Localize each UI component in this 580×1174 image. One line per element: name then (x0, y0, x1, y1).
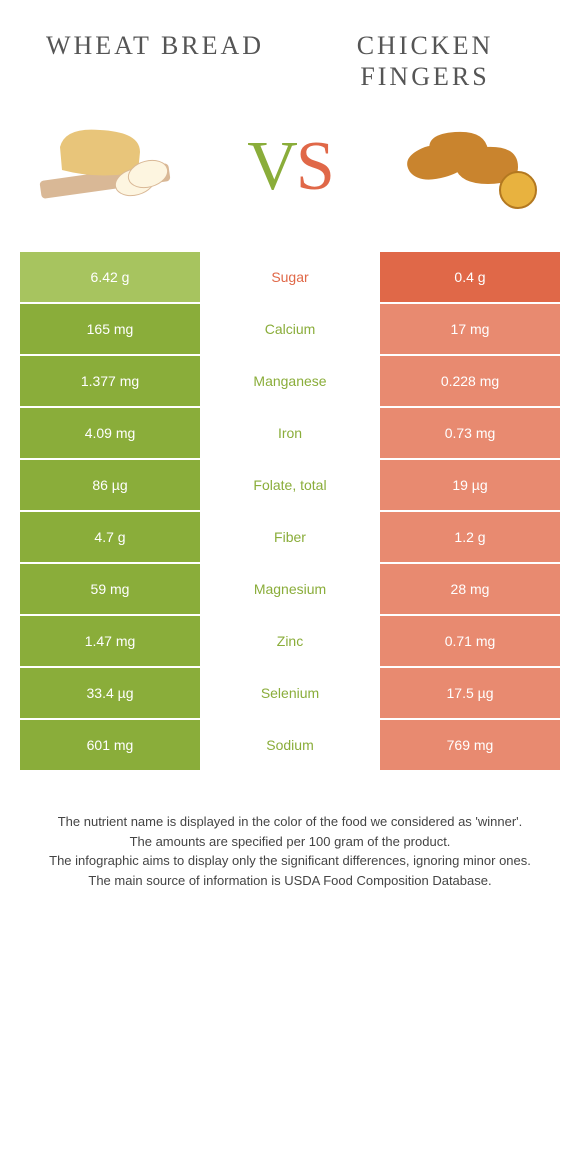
right-food-title: CHICKEN FINGERS (304, 30, 547, 92)
right-value: 17.5 µg (380, 668, 560, 718)
nutrient-label: Selenium (200, 668, 380, 718)
nutrient-label: Manganese (200, 356, 380, 406)
right-value: 0.73 mg (380, 408, 560, 458)
right-value: 19 µg (380, 460, 560, 510)
nutrient-label: Iron (200, 408, 380, 458)
nutrient-row: 6.42 gSugar0.4 g (20, 252, 560, 302)
right-value: 28 mg (380, 564, 560, 614)
nutrient-label: Folate, total (200, 460, 380, 510)
nutrient-row: 86 µgFolate, total19 µg (20, 460, 560, 510)
nutrient-label: Sugar (200, 252, 380, 302)
right-value: 0.228 mg (380, 356, 560, 406)
right-value: 17 mg (380, 304, 560, 354)
nutrient-row: 165 mgCalcium17 mg (20, 304, 560, 354)
left-value: 1.47 mg (20, 616, 200, 666)
left-value: 33.4 µg (20, 668, 200, 718)
footer-line-2: The amounts are specified per 100 gram o… (30, 832, 550, 852)
nutrient-row: 1.377 mgManganese0.228 mg (20, 356, 560, 406)
left-value: 165 mg (20, 304, 200, 354)
nutrient-row: 1.47 mgZinc0.71 mg (20, 616, 560, 666)
vs-row: VS (0, 102, 580, 252)
right-value: 0.71 mg (380, 616, 560, 666)
nutrient-label: Magnesium (200, 564, 380, 614)
chicken-fingers-icon (390, 112, 550, 222)
footer-line-3: The infographic aims to display only the… (30, 851, 550, 871)
right-value: 0.4 g (380, 252, 560, 302)
vs-label: VS (247, 127, 333, 207)
right-value: 769 mg (380, 720, 560, 770)
footer-line-4: The main source of information is USDA F… (30, 871, 550, 891)
footer-line-1: The nutrient name is displayed in the co… (30, 812, 550, 832)
left-value: 1.377 mg (20, 356, 200, 406)
bread-icon (30, 112, 190, 222)
nutrient-label: Zinc (200, 616, 380, 666)
left-value: 4.7 g (20, 512, 200, 562)
nutrient-row: 601 mgSodium769 mg (20, 720, 560, 770)
nutrient-label: Calcium (200, 304, 380, 354)
nutrient-row: 4.7 gFiber1.2 g (20, 512, 560, 562)
nutrient-row: 33.4 µgSelenium17.5 µg (20, 668, 560, 718)
left-value: 6.42 g (20, 252, 200, 302)
left-value: 59 mg (20, 564, 200, 614)
nutrient-table: 6.42 gSugar0.4 g165 mgCalcium17 mg1.377 … (20, 252, 560, 770)
left-value: 86 µg (20, 460, 200, 510)
right-value: 1.2 g (380, 512, 560, 562)
nutrient-row: 59 mgMagnesium28 mg (20, 564, 560, 614)
left-value: 601 mg (20, 720, 200, 770)
nutrient-label: Fiber (200, 512, 380, 562)
header: WHEAT BREAD CHICKEN FINGERS (0, 0, 580, 102)
left-value: 4.09 mg (20, 408, 200, 458)
nutrient-row: 4.09 mgIron0.73 mg (20, 408, 560, 458)
nutrient-label: Sodium (200, 720, 380, 770)
left-food-title: WHEAT BREAD (34, 30, 277, 92)
vs-v: V (247, 128, 296, 205)
vs-s: S (296, 128, 333, 205)
footer-notes: The nutrient name is displayed in the co… (0, 772, 580, 920)
